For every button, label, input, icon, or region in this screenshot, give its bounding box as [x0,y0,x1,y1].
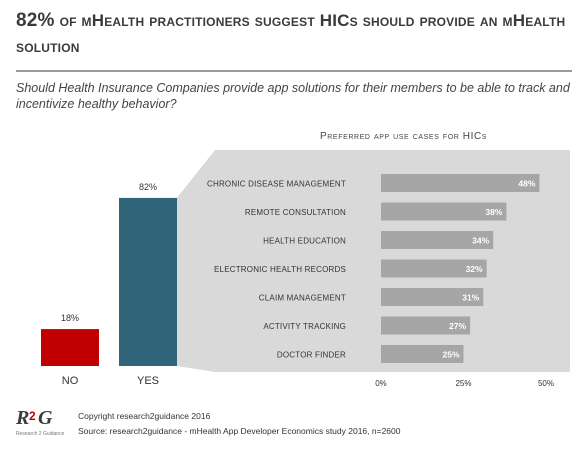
use-case-value-label: 27% [449,321,466,331]
copyright-text: Copyright research2guidance 2016 [78,411,211,421]
use-case-bar [381,316,471,335]
bar-yes [119,197,177,366]
svg-text:G: G [38,407,53,429]
use-case-label: ACTIVITY TRACKING [263,322,346,331]
use-case-label: REMOTE CONSULTATION [245,208,346,217]
category-label-no: NO [62,375,79,387]
use-case-label: HEALTH EDUCATION [263,237,346,246]
title-text: of mHealth practitioners suggest HICs sh… [16,11,566,56]
r2g-logo: R 2 G Research 2 Guidance [15,407,65,437]
use-case-value-label: 34% [472,236,489,246]
title-percentage: 82% [16,10,55,31]
use-case-label: CLAIM MANAGEMENT [259,294,346,303]
use-case-value-label: 25% [442,350,459,360]
svg-text:2: 2 [29,409,36,423]
use-case-label: CHRONIC DISEASE MANAGEMENT [207,180,346,189]
use-case-bar [381,174,540,192]
page-title: 82% of mHealth practitioners suggest HIC… [16,8,576,60]
use-case-bar [381,345,464,363]
svg-text:Research 2 Guidance: Research 2 Guidance [16,431,65,437]
survey-question: Should Health Insurance Companies provid… [16,81,570,111]
use-case-label: DOCTOR FINDER [277,351,346,360]
x-tick-label: 25% [455,379,471,388]
svg-text:R: R [15,407,29,429]
use-case-bar [381,288,484,306]
use-case-bar [381,231,494,249]
use-case-value-label: 48% [518,179,535,189]
use-case-value-label: 31% [462,293,479,303]
title-divider [16,70,572,72]
use-case-label: ELECTRONIC HEALTH RECORDS [214,265,346,274]
bar-value-label-yes: 82% [139,182,157,192]
category-label-yes: YES [137,375,159,387]
use-case-value-label: 32% [466,264,483,274]
footer: Copyright research2guidance 2016 Source:… [78,409,401,439]
x-tick-label: 0% [375,379,387,388]
bar-value-label-no: 18% [61,313,79,323]
bar-no [41,329,99,366]
use-cases-panel-title: Preferred app use cases for HICs [320,131,488,142]
source-text: Source: research2guidance - mHealth App … [78,426,401,436]
use-case-bar [381,259,487,278]
use-case-bar [381,202,507,221]
use-case-value-label: 38% [485,207,502,217]
x-tick-label: 50% [538,379,554,388]
